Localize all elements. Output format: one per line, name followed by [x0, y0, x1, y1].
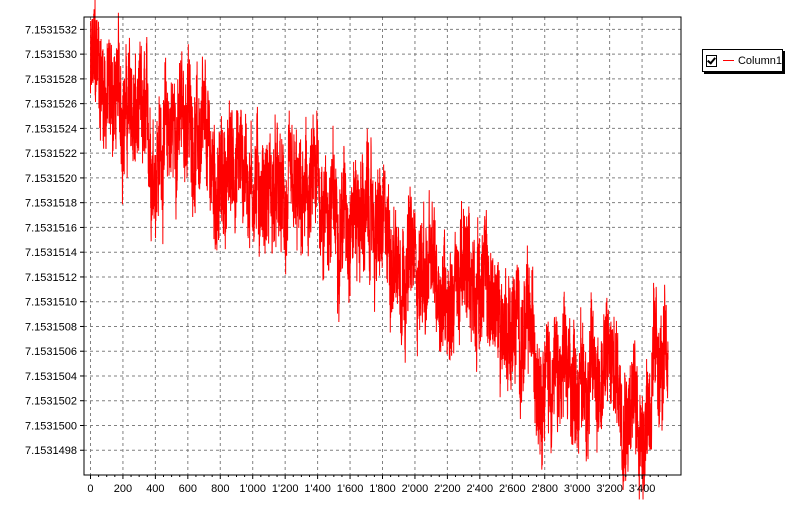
x-tick-label: 2'400: [467, 483, 494, 495]
x-tick-label: 3'400: [629, 483, 656, 495]
x-tick-label: 800: [211, 483, 229, 495]
x-tick-label: 600: [179, 483, 197, 495]
x-tick-label: 2'800: [531, 483, 558, 495]
legend-swatch-column1: [723, 60, 734, 61]
x-tick-label: 200: [114, 483, 132, 495]
x-tick-label: 2'600: [499, 483, 526, 495]
y-tick-label: 7.1531522: [25, 148, 77, 160]
y-tick-label: 7.1531508: [25, 321, 77, 333]
x-tick-label: 1'800: [369, 483, 396, 495]
y-tick-label: 7.1531504: [25, 371, 77, 383]
y-tick-label: 7.1531516: [25, 222, 77, 234]
x-tick-label: 1'400: [304, 483, 331, 495]
legend: Column1: [702, 49, 783, 72]
y-tick-label: 7.1531512: [25, 272, 77, 284]
x-tick-label: 1'200: [272, 483, 299, 495]
x-tick-label: 1'600: [337, 483, 364, 495]
y-tick-label: 7.1531502: [25, 396, 77, 408]
x-tick-label: 2'000: [402, 483, 429, 495]
y-tick-label: 7.1531498: [25, 445, 77, 457]
y-tick-label: 7.1531528: [25, 74, 77, 86]
x-tick-label: 3'200: [596, 483, 623, 495]
y-axis: 7.1531498 7.1531500 7.1531502 7.1531504 7.15…: [25, 24, 84, 457]
legend-checkbox[interactable]: [706, 54, 718, 67]
y-tick-label: 7.1531520: [25, 173, 77, 185]
y-tick-label: 7.1531510: [25, 297, 77, 309]
y-tick-label: 7.1531530: [25, 49, 77, 61]
y-tick-label: 7.1531524: [25, 123, 77, 135]
x-tick-label: 2'200: [434, 483, 461, 495]
y-tick-label: 7.1531506: [25, 346, 77, 358]
y-tick-label: 7.1531532: [25, 24, 77, 36]
x-axis: 0 200 400 600 800 1'000 1'200 1'400 1'600 1'800 2'…: [87, 475, 667, 495]
y-tick-label: 7.1531514: [25, 247, 77, 259]
x-tick-label: 0: [87, 483, 93, 495]
series-layer: [89, 0, 669, 500]
y-tick-label: 7.1531526: [25, 99, 77, 111]
y-tick-label: 7.1531500: [25, 420, 77, 432]
y-tick-label: 7.1531518: [25, 198, 77, 210]
x-tick-label: 3'000: [564, 483, 591, 495]
x-tick-label: 400: [146, 483, 164, 495]
x-tick-label: 1'000: [239, 483, 266, 495]
series-line-column1: [89, 0, 669, 500]
legend-label-column1: Column1: [737, 54, 782, 67]
